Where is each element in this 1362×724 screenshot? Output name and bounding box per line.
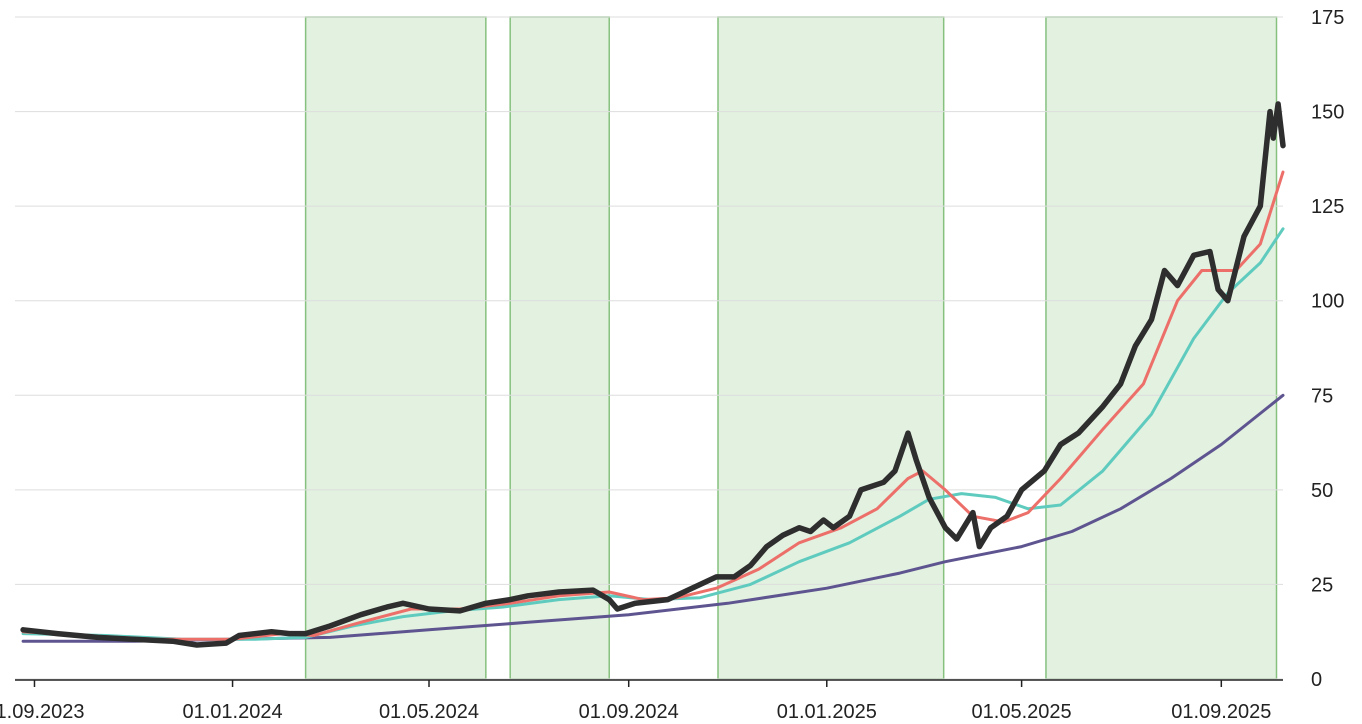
x-tick-label: 01.09.2025 <box>1171 701 1271 723</box>
y-tick-label: 75 <box>1311 385 1333 407</box>
y-tick-label: 125 <box>1311 196 1344 218</box>
y-tick-label: 50 <box>1311 480 1333 502</box>
shaded-range-3 <box>717 16 945 680</box>
shaded-range-2 <box>509 16 610 680</box>
y-axis: 0 25 50 75 100 125 150 175 <box>1311 7 1344 691</box>
y-tick-label: 100 <box>1311 291 1344 313</box>
x-tick-label: 01.09.2023 <box>0 701 85 723</box>
x-tick-label: 01.01.2025 <box>777 701 877 723</box>
series-line-price <box>20 101 1286 648</box>
x-tick-label: 01.09.2024 <box>579 701 679 723</box>
y-tick-label: 0 <box>1311 669 1322 691</box>
shaded-range-1 <box>304 16 487 680</box>
x-tick-label: 01.05.2025 <box>972 701 1072 723</box>
x-tick-label: 01.01.2024 <box>183 701 283 723</box>
x-tick-label: 01.05.2024 <box>379 701 479 723</box>
series-line-ma-short <box>21 170 1285 641</box>
y-tick-label: 150 <box>1311 102 1344 124</box>
chart-series <box>20 101 1286 648</box>
horizontal-gridlines <box>15 16 1283 680</box>
highlighted-periods <box>304 16 1278 680</box>
y-tick-label: 25 <box>1311 574 1333 596</box>
y-tick-label: 175 <box>1311 7 1344 29</box>
x-axis: 01.09.2023 01.01.2024 01.05.2024 01.09.2024… <box>0 679 1283 723</box>
shaded-range-4 <box>1045 16 1278 680</box>
